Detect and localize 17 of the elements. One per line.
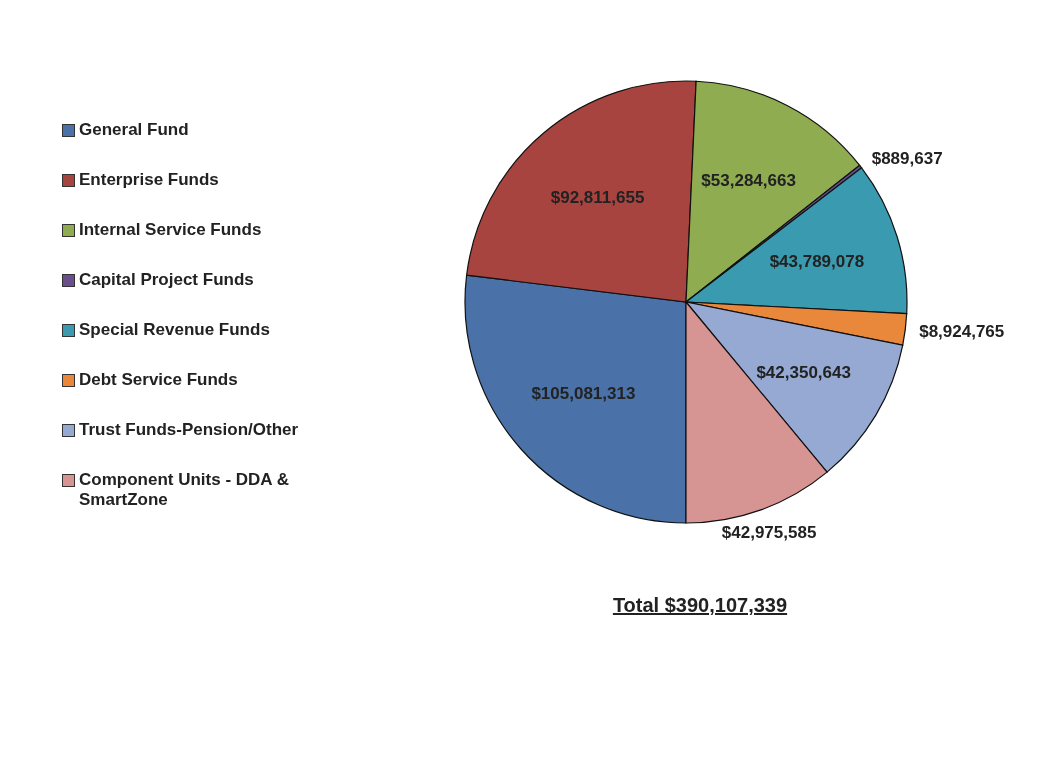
text: Total $390,107,339 xyxy=(612,594,788,616)
legend-label: General Fund xyxy=(79,120,189,140)
legend-label: Enterprise Funds xyxy=(79,170,219,190)
data-label: $105,081,313 xyxy=(531,383,636,403)
legend-label: Special Revenue Funds xyxy=(79,320,270,340)
legend-label: Component Units - DDA & SmartZone xyxy=(79,470,290,510)
legend-label: Capital Project Funds xyxy=(79,270,254,290)
data-label: $8,924,765 xyxy=(919,322,1005,342)
legend-label: Debt Service Funds xyxy=(79,370,238,390)
data-label: $92,811,655 xyxy=(550,188,645,208)
data-label: $42,975,585 xyxy=(721,523,817,543)
data-label: $43,789,078 xyxy=(769,252,865,272)
data-label: $53,284,663 xyxy=(701,171,796,191)
legend-label: Internal Service Funds xyxy=(79,220,262,240)
legend-label: Trust Funds-Pension/Other xyxy=(79,420,299,440)
data-label: $42,350,643 xyxy=(756,363,851,383)
data-label: $889,637 xyxy=(871,148,943,168)
